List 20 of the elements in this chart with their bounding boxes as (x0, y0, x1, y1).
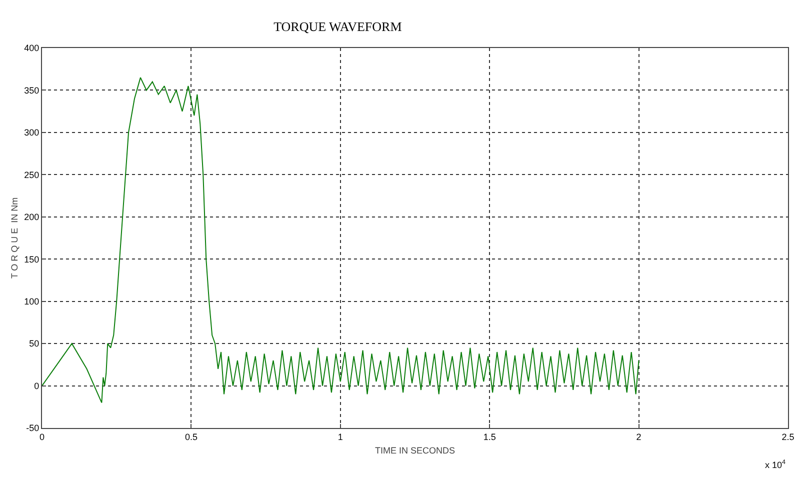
x-tick-label: 1.5 (483, 432, 496, 442)
x-axis-title: TIME IN SECONDS (374, 446, 456, 456)
y-tick-label: -50 (26, 423, 40, 434)
y-tick-label: 0 (34, 380, 40, 391)
x-tick-label: 0.5 (184, 432, 198, 442)
x-tick-label: 2.5 (782, 432, 794, 442)
y-axis-title: T O R Q U E IN Nm (10, 197, 20, 279)
y-tick-label: 350 (24, 85, 40, 96)
y-tick-label: 150 (24, 254, 40, 264)
y-tick-label: 100 (24, 296, 40, 306)
y-tick-label: 400 (24, 43, 40, 54)
y-tick-label: 200 (24, 212, 40, 222)
chart-title: TORQUE WAVEFORM (274, 19, 402, 34)
x-tick-label: 2 (636, 432, 642, 442)
y-tick-label: 300 (24, 128, 40, 138)
line-series (42, 77, 640, 404)
y-tick-label: 50 (29, 338, 40, 349)
x-tick-label: 1 (338, 432, 343, 442)
text: x 10$^{4}$ (765, 459, 786, 470)
y-tick-label: 250 (24, 170, 40, 180)
